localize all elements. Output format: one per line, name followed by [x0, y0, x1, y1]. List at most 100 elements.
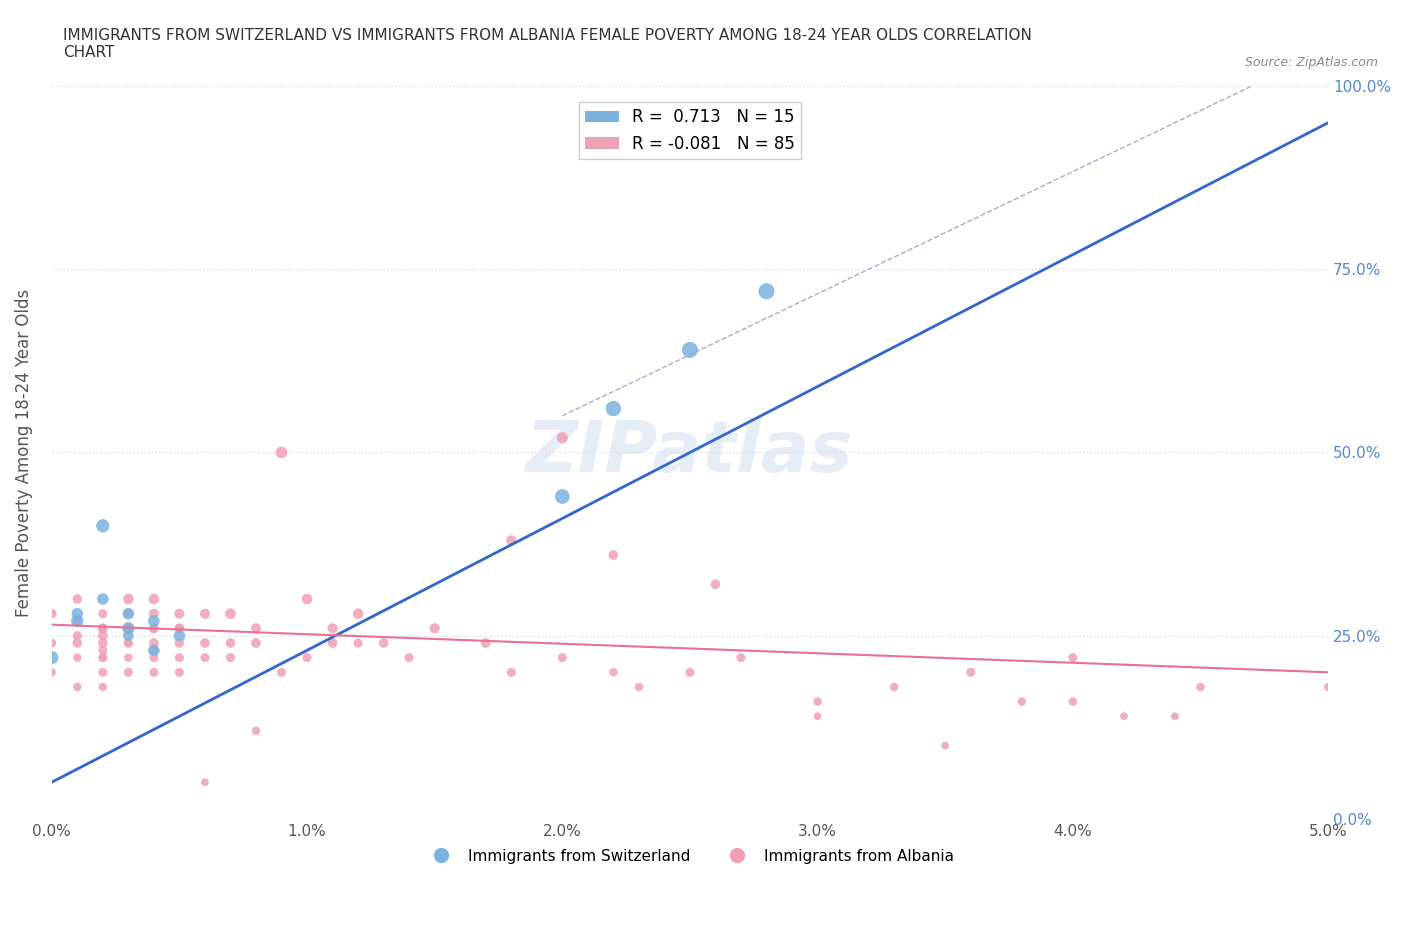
Point: [679, 342, 702, 357]
Point: [66, 614, 89, 629]
Point: [322, 621, 344, 636]
Point: [169, 650, 191, 665]
Point: [1164, 709, 1187, 724]
Point: [117, 629, 139, 644]
Point: [295, 650, 318, 665]
Point: [41, 650, 63, 665]
Point: [117, 635, 139, 650]
Point: [142, 621, 165, 636]
Point: [66, 680, 89, 695]
Point: [117, 621, 139, 636]
Point: [142, 665, 165, 680]
Point: [219, 635, 242, 650]
Point: [194, 775, 217, 790]
Point: [373, 635, 395, 650]
Text: ZIPatlas: ZIPatlas: [526, 418, 853, 487]
Point: [169, 635, 191, 650]
Point: [142, 606, 165, 621]
Point: [66, 606, 89, 621]
Point: [117, 591, 139, 606]
Point: [245, 621, 267, 636]
Text: Source: ZipAtlas.com: Source: ZipAtlas.com: [1244, 56, 1378, 69]
Point: [117, 665, 139, 680]
Point: [117, 606, 139, 621]
Text: IMMIGRANTS FROM SWITZERLAND VS IMMIGRANTS FROM ALBANIA FEMALE POVERTY AMONG 18-2: IMMIGRANTS FROM SWITZERLAND VS IMMIGRANT…: [63, 28, 1032, 60]
Point: [91, 665, 114, 680]
Point: [41, 635, 63, 650]
Point: [91, 650, 114, 665]
Point: [169, 621, 191, 636]
Point: [1062, 694, 1084, 709]
Point: [1112, 709, 1135, 724]
Point: [347, 606, 370, 621]
Point: [270, 665, 292, 680]
Point: [602, 401, 624, 416]
Point: [142, 614, 165, 629]
Point: [117, 606, 139, 621]
Point: [91, 635, 114, 650]
Point: [66, 635, 89, 650]
Point: [142, 635, 165, 650]
Point: [91, 591, 114, 606]
Point: [66, 614, 89, 629]
Point: [91, 680, 114, 695]
Point: [117, 650, 139, 665]
Point: [169, 629, 191, 644]
Point: [245, 635, 267, 650]
Point: [194, 650, 217, 665]
Point: [602, 665, 624, 680]
Point: [602, 548, 624, 563]
Point: [91, 650, 114, 665]
Point: [270, 445, 292, 460]
Point: [423, 621, 446, 636]
Point: [806, 694, 828, 709]
Point: [934, 738, 956, 753]
Point: [142, 643, 165, 658]
Point: [117, 635, 139, 650]
Point: [41, 606, 63, 621]
Point: [91, 621, 114, 636]
Point: [627, 680, 650, 695]
Legend: Immigrants from Switzerland, Immigrants from Albania: Immigrants from Switzerland, Immigrants …: [419, 843, 960, 870]
Point: [1062, 650, 1084, 665]
Point: [91, 621, 114, 636]
Point: [551, 489, 574, 504]
Point: [501, 533, 523, 548]
Y-axis label: Female Poverty Among 18-24 Year Olds: Female Poverty Among 18-24 Year Olds: [15, 288, 32, 617]
Point: [91, 629, 114, 644]
Point: [474, 635, 496, 650]
Point: [398, 650, 420, 665]
Point: [91, 643, 114, 658]
Point: [1011, 694, 1033, 709]
Point: [194, 606, 217, 621]
Point: [219, 606, 242, 621]
Point: [551, 650, 574, 665]
Point: [704, 577, 727, 591]
Point: [755, 284, 778, 299]
Point: [245, 724, 267, 738]
Point: [295, 591, 318, 606]
Point: [883, 680, 905, 695]
Point: [1317, 680, 1340, 695]
Point: [806, 709, 828, 724]
Point: [142, 591, 165, 606]
Point: [91, 606, 114, 621]
Point: [219, 650, 242, 665]
Point: [66, 650, 89, 665]
Point: [66, 591, 89, 606]
Point: [347, 635, 370, 650]
Point: [117, 621, 139, 636]
Point: [142, 643, 165, 658]
Point: [169, 665, 191, 680]
Point: [169, 621, 191, 636]
Point: [117, 621, 139, 636]
Point: [730, 650, 752, 665]
Point: [501, 665, 523, 680]
Point: [66, 629, 89, 644]
Point: [322, 635, 344, 650]
Point: [551, 431, 574, 445]
Point: [959, 665, 981, 680]
Point: [194, 635, 217, 650]
Point: [142, 621, 165, 636]
Point: [142, 650, 165, 665]
